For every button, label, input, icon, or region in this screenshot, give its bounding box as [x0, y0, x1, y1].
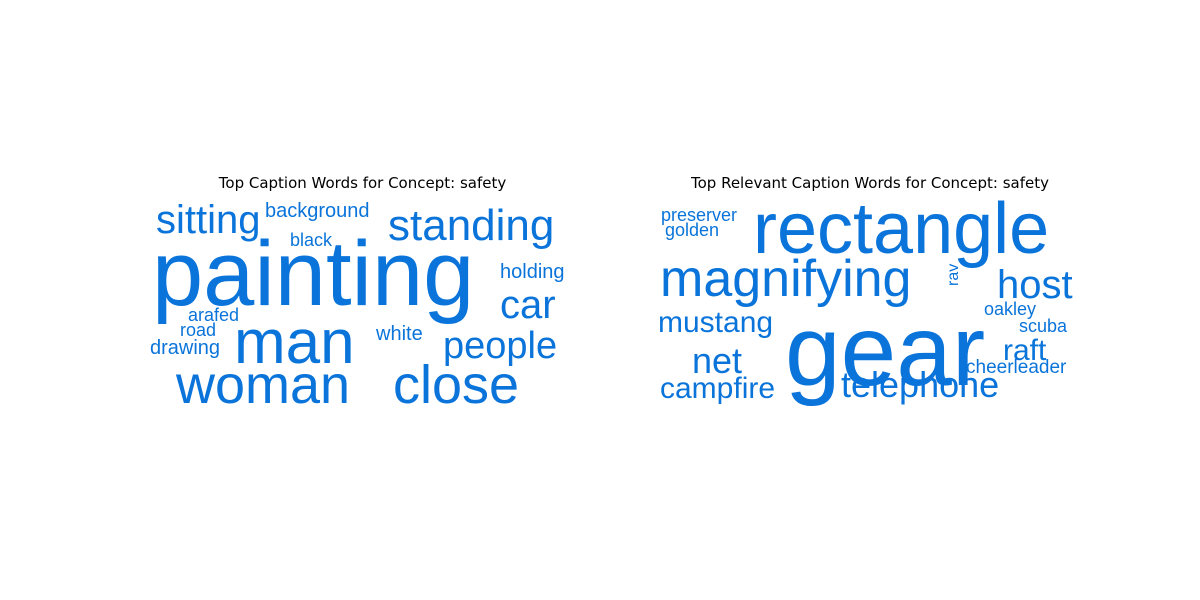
word-drawing: drawing	[150, 337, 220, 359]
word-white: white	[375, 323, 423, 345]
word-arafed: arafed	[188, 305, 239, 325]
word-man: man	[234, 308, 355, 377]
word-scuba: scuba	[1019, 316, 1068, 336]
chart-title: Top Caption Words for Concept: safety	[218, 174, 507, 192]
word-rav: rav	[945, 264, 962, 286]
word-woman: woman	[175, 355, 350, 415]
word-car: car	[500, 283, 556, 327]
word-close: close	[393, 355, 519, 415]
word-rectangle: rectangle	[753, 189, 1049, 269]
word-holding: holding	[500, 261, 565, 283]
word-telephone: telephone	[841, 364, 999, 405]
word-campfire: campfire	[660, 372, 775, 405]
word-oakley: oakley	[984, 299, 1036, 319]
word-host: host	[997, 263, 1073, 307]
word-cheerleader: cheerleader	[966, 357, 1067, 378]
word-black: black	[290, 230, 333, 250]
word-golden: golden	[665, 220, 719, 240]
word-sitting: sitting	[156, 198, 261, 242]
word-road: road	[180, 320, 216, 340]
word-net: net	[692, 340, 742, 381]
word-gear: gear	[785, 295, 985, 407]
wordcloud-panel-right: Top Relevant Caption Words for Concept: …	[655, 170, 1085, 420]
word-magnifying: magnifying	[660, 250, 911, 308]
wordcloud-panel-left: Top Caption Words for Concept: safety pa…	[150, 170, 575, 420]
word-background: background	[265, 200, 370, 222]
word-raft: raft	[1003, 334, 1047, 367]
word-painting: painting	[152, 223, 474, 325]
word-preserver: preserver	[661, 205, 737, 225]
chart-title: Top Relevant Caption Words for Concept: …	[690, 174, 1050, 192]
word-standing: standing	[388, 201, 554, 250]
word-people: people	[443, 325, 557, 367]
word-mustang: mustang	[658, 306, 773, 339]
